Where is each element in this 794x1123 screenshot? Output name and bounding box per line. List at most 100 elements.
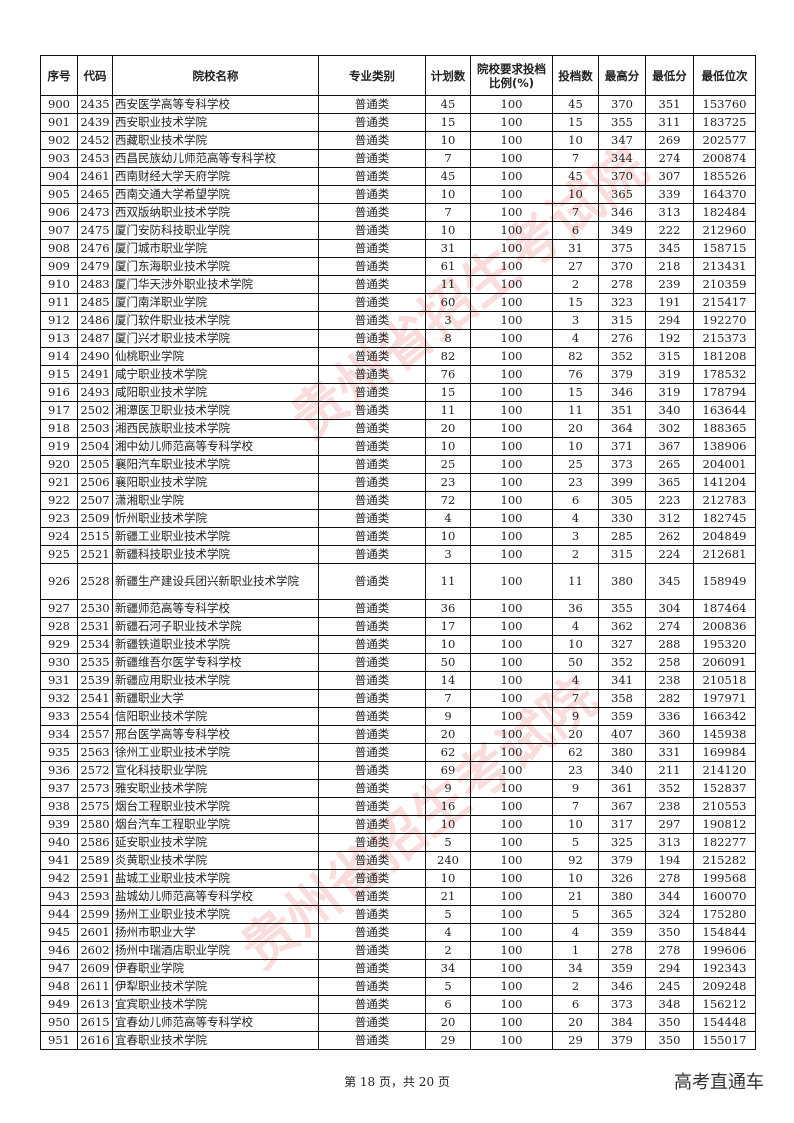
cell-admitted: 27 [552,257,599,276]
cell-code: 2486 [77,311,113,330]
cell-category: 普通类 [318,149,426,168]
cell-admitted: 2 [552,545,599,564]
cell-min-score: 294 [645,959,694,978]
cell-plan: 60 [425,293,471,312]
header-seq: 序号 [40,55,78,96]
table-row: 947 2609 伊春职业学院 普通类 34 100 34 359 294 192343 [40,959,756,978]
cell-min-rank: 166342 [693,707,756,726]
cell-min-rank: 210518 [693,671,756,690]
cell-category: 普通类 [318,905,426,924]
cell-min-score: 324 [645,905,694,924]
cell-max-score: 327 [598,635,646,654]
cell-code: 2591 [77,869,113,888]
cell-min-score: 367 [645,437,694,456]
cell-code: 2476 [77,239,113,258]
cell-code: 2506 [77,473,113,492]
cell-max-score: 379 [598,365,646,384]
cell-min-score: 238 [645,671,694,690]
cell-school-name: 宜宾职业技术学院 [112,995,319,1014]
cell-seq: 943 [40,887,78,906]
cell-category: 普通类 [318,977,426,996]
cell-plan: 45 [425,95,471,114]
table-row: 901 2439 西安职业技术学院 普通类 15 100 15 355 311 183725 [40,113,756,132]
table-row: 940 2586 延安职业技术学院 普通类 5 100 5 325 313 182277 [40,833,756,852]
cell-plan: 240 [425,851,471,870]
cell-admitted: 50 [552,653,599,672]
cell-plan: 5 [425,905,471,924]
cell-admitted: 5 [552,905,599,924]
cell-code: 2539 [77,671,113,690]
cell-ratio: 100 [470,95,553,114]
cell-admitted: 6 [552,995,599,1014]
header-category: 专业类别 [318,55,426,96]
cell-seq: 948 [40,977,78,996]
cell-admitted: 45 [552,95,599,114]
cell-min-score: 211 [645,761,694,780]
cell-seq: 916 [40,383,78,402]
cell-admitted: 6 [552,221,599,240]
cell-min-rank: 209248 [693,977,756,996]
cell-code: 2503 [77,419,113,438]
cell-ratio: 100 [470,473,553,492]
table-row: 912 2486 厦门软件职业技术学院 普通类 3 100 3 315 294 192270 [40,311,756,330]
cell-min-score: 194 [645,851,694,870]
cell-ratio: 100 [470,671,553,690]
cell-seq: 913 [40,329,78,348]
cell-ratio: 100 [470,743,553,762]
cell-min-score: 348 [645,995,694,1014]
cell-admitted: 7 [552,797,599,816]
cell-school-name: 厦门安防科技职业学院 [112,221,319,240]
cell-category: 普通类 [318,689,426,708]
cell-code: 2599 [77,905,113,924]
table-row: 910 2483 厦门华天涉外职业技术学院 普通类 11 100 2 278 239 210359 [40,275,756,294]
cell-category: 普通类 [318,383,426,402]
table-row: 900 2435 西安医学高等专科学校 普通类 45 100 45 370 351 153760 [40,95,756,114]
cell-category: 普通类 [318,761,426,780]
cell-code: 2505 [77,455,113,474]
cell-category: 普通类 [318,1031,426,1050]
cell-seq: 938 [40,797,78,816]
cell-seq: 934 [40,725,78,744]
cell-min-rank: 195320 [693,635,756,654]
cell-seq: 914 [40,347,78,366]
cell-min-score: 269 [645,131,694,150]
cell-school-name: 炎黄职业技术学院 [112,851,319,870]
cell-category: 普通类 [318,725,426,744]
table-row: 946 2602 扬州中瑞酒店职业学院 普通类 2 100 1 278 278 199606 [40,941,756,960]
cell-category: 普通类 [318,779,426,798]
cell-category: 普通类 [318,275,426,294]
cell-plan: 82 [425,347,471,366]
cell-category: 普通类 [318,563,426,600]
cell-code: 2593 [77,887,113,906]
header-min-score: 最低分 [645,55,694,96]
cell-admitted: 5 [552,833,599,852]
cell-min-rank: 158715 [693,239,756,258]
cell-school-name: 新疆师范高等专科学校 [112,599,319,618]
cell-plan: 15 [425,383,471,402]
cell-plan: 76 [425,365,471,384]
cell-ratio: 100 [470,527,553,546]
cell-max-score: 344 [598,149,646,168]
cell-school-name: 湘潭医卫职业技术学院 [112,401,319,420]
cell-code: 2602 [77,941,113,960]
cell-admitted: 10 [552,437,599,456]
cell-min-rank: 200836 [693,617,756,636]
cell-min-score: 307 [645,167,694,186]
cell-category: 普通类 [318,959,426,978]
cell-code: 2485 [77,293,113,312]
cell-min-score: 274 [645,617,694,636]
cell-min-rank: 175280 [693,905,756,924]
cell-admitted: 20 [552,419,599,438]
cell-plan: 72 [425,491,471,510]
cell-max-score: 352 [598,347,646,366]
cell-min-score: 191 [645,293,694,312]
cell-min-score: 239 [645,275,694,294]
cell-plan: 61 [425,257,471,276]
cell-seq: 921 [40,473,78,492]
cell-admitted: 1 [552,941,599,960]
cell-school-name: 宣化科技职业学院 [112,761,319,780]
cell-code: 2616 [77,1031,113,1050]
table-row: 927 2530 新疆师范高等专科学校 普通类 36 100 36 355 304 187464 [40,599,756,618]
cell-school-name: 仙桃职业学院 [112,347,319,366]
cell-school-name: 湘中幼儿师范高等专科学校 [112,437,319,456]
